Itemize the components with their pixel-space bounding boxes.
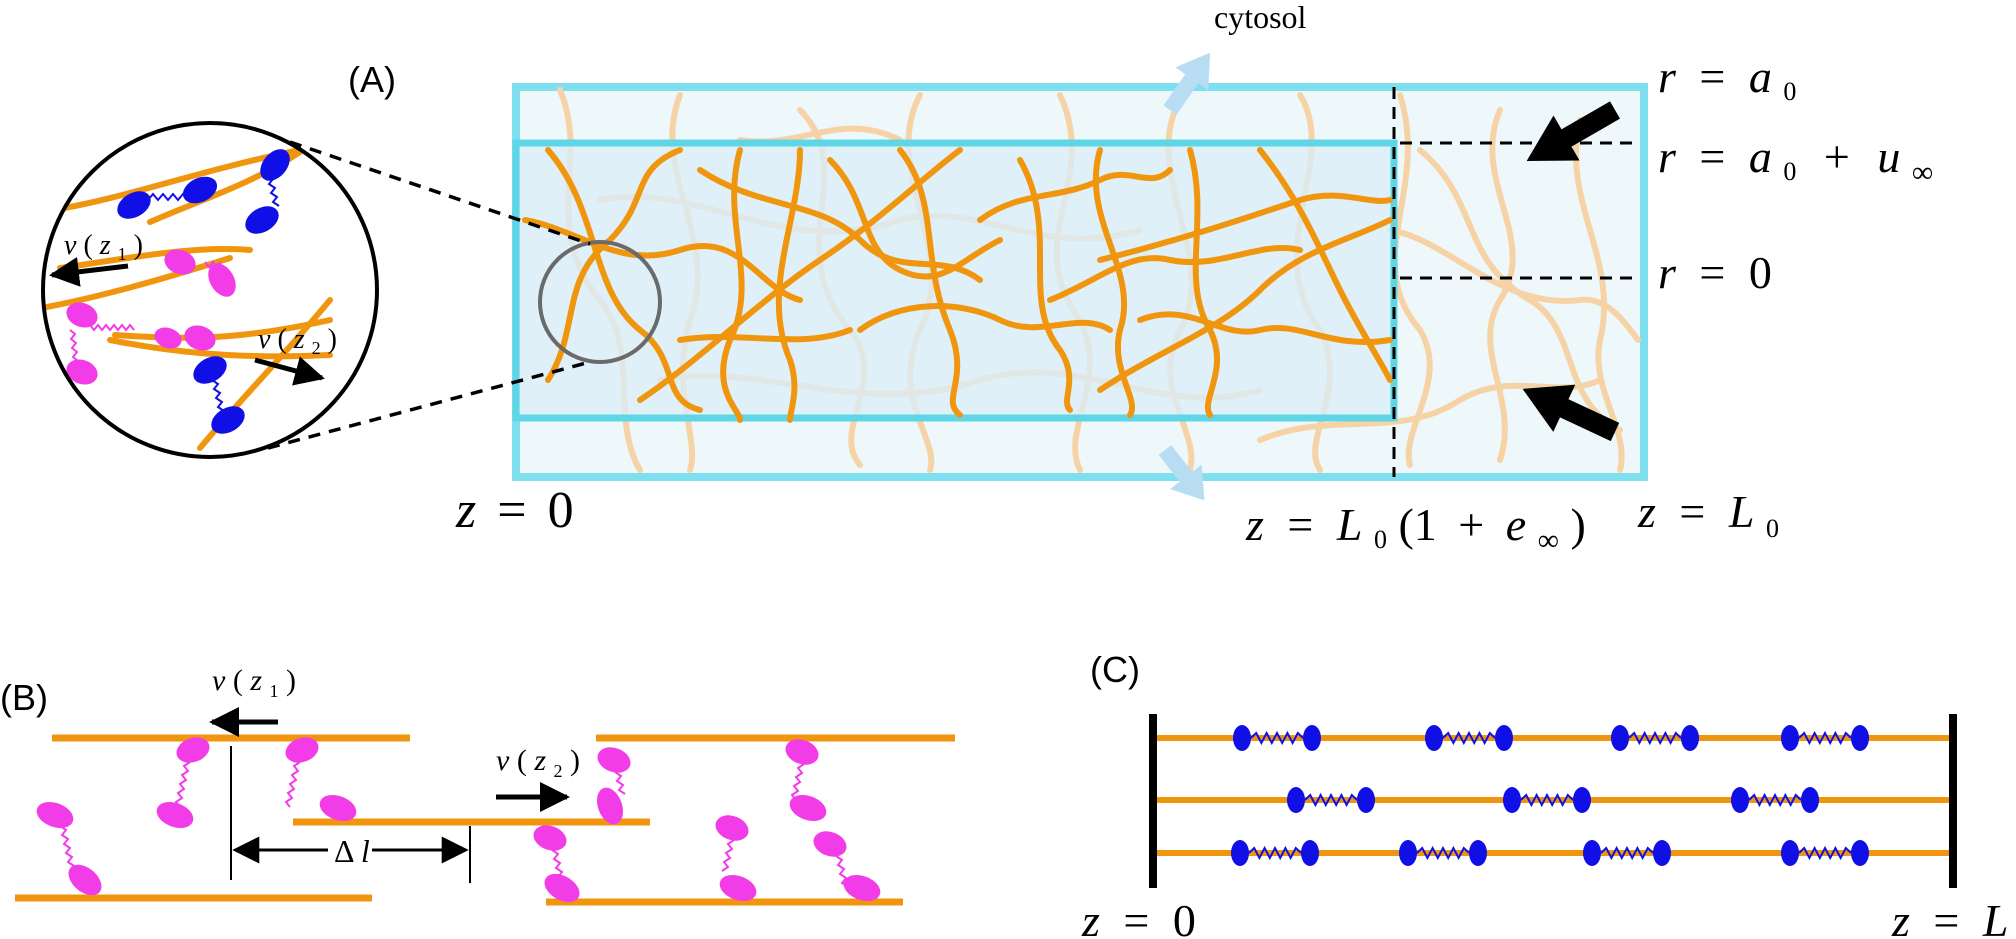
motor-head (1357, 787, 1375, 813)
motor-spring (1304, 792, 1358, 808)
motor-spring (1748, 792, 1802, 808)
panel-b-filaments (15, 734, 955, 906)
motor-head (1495, 725, 1513, 751)
motor-head (1781, 725, 1799, 751)
inset-v2-label: v ( z 2 ) (258, 324, 337, 361)
panel-c: (C) z = 0 z = L (1081, 649, 2008, 939)
motor-head (1231, 840, 1249, 866)
eq-z-l0: z = L 0 (1637, 486, 1779, 543)
panel-c-filaments (1157, 735, 1949, 856)
zoom-region-circle (538, 240, 662, 364)
eq-r-a0: r = a 0 (1658, 51, 1796, 106)
motor-head (1851, 840, 1869, 866)
cytosol-arrow-up (1163, 52, 1211, 115)
motor-spring (1248, 845, 1302, 861)
boundary-dashes (1392, 87, 1638, 477)
eq-r-a0-plus-u-inf: r = a 0 + u ∞ (1658, 131, 1933, 190)
panel-a: (A) (41, 0, 1933, 560)
panel-b-v1-label: v ( z 1 ) (212, 664, 296, 704)
motor-head (1851, 725, 1869, 751)
motor-head (1503, 787, 1521, 813)
motor-spring (1628, 730, 1682, 746)
inset-velocity-arrow-1 (49, 256, 129, 287)
motor-head (1469, 840, 1487, 866)
motor-head (1801, 787, 1819, 813)
panel-b-motors (36, 737, 881, 903)
motor-head (1731, 787, 1749, 813)
inner-compartment (512, 139, 1398, 422)
motor-spring (1798, 730, 1852, 746)
inset-circle-border (41, 121, 379, 459)
zoom-lines (267, 140, 591, 450)
motor-head (1287, 787, 1305, 813)
compression-arrows (1522, 101, 1620, 442)
inset-v1-label: v ( z 1 ) (64, 230, 143, 267)
eq-z-zero: z = 0 (455, 482, 574, 539)
motor-head (1425, 725, 1443, 751)
panel-a-label: (A) (348, 59, 396, 100)
motor-spring (1798, 845, 1852, 861)
motor-head (1233, 725, 1251, 751)
motor-head (1681, 725, 1699, 751)
cytosol-label: cytosol (1214, 0, 1307, 35)
motor-head (1583, 840, 1601, 866)
motor-spring (1520, 792, 1574, 808)
eq-z-l0-e-inf: z = L 0 (1 + e ∞ ) (1245, 499, 1586, 560)
motor-spring (1600, 845, 1654, 861)
panel-b-springs (59, 761, 849, 888)
delta-l-marker (230, 746, 471, 883)
motor-spring (1250, 730, 1304, 746)
motor-head (1303, 725, 1321, 751)
panel-b-label: (B) (0, 677, 48, 718)
panel-c-motors (1231, 725, 1869, 866)
motor-head (1573, 787, 1591, 813)
filament-network (522, 147, 1393, 423)
panel-c-zL-label: z = L (1891, 895, 2008, 939)
compression-arrow-top (1526, 101, 1620, 161)
inset-velocity-arrow-2 (254, 356, 325, 386)
panel-b-v2-label: v ( z 2 ) (496, 744, 580, 784)
eq-r-zero: r = 0 (1658, 247, 1772, 298)
compression-arrow-bottom (1522, 384, 1620, 442)
panel-c-z0-label: z = 0 (1081, 895, 1196, 939)
zoom-inset: v ( z 1 ) v ( z 2 ) (41, 121, 379, 459)
motor-head (1781, 840, 1799, 866)
motor-spring (1442, 730, 1496, 746)
motor-head (1611, 725, 1629, 751)
motor-spring (1416, 845, 1470, 861)
motor-head (1301, 840, 1319, 866)
cytosol-arrow-down (1158, 445, 1205, 501)
panel-b: (B) (0, 664, 955, 906)
panel-c-label: (C) (1090, 649, 1140, 690)
motor-head (1399, 840, 1417, 866)
cytosol-arrows (1158, 52, 1211, 501)
delta-l-label: Δ l (334, 833, 370, 869)
motor-head (1653, 840, 1671, 866)
